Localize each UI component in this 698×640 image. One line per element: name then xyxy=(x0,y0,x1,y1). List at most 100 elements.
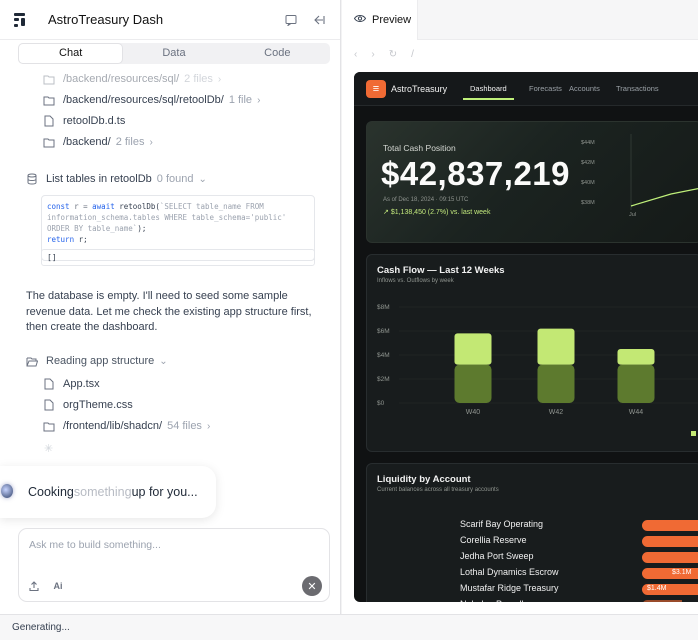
cooking-toast: Cooking something up for you... xyxy=(0,466,216,518)
dash-tab-forecasts[interactable]: Forecasts xyxy=(529,84,562,93)
outflow-bar[interactable] xyxy=(617,364,655,403)
dash-tab-dashboard[interactable]: Dashboard xyxy=(470,84,507,93)
status-bar: Generating... xyxy=(0,614,698,640)
query-result: [] xyxy=(41,249,315,266)
mini-axis-tick: $40M xyxy=(581,180,595,186)
tab-code[interactable]: Code xyxy=(264,47,291,59)
folder-icon xyxy=(43,420,55,432)
preview-panel: Preview ‹ › ↻ / ≡ AstroTreasury Dashboar… xyxy=(342,0,698,614)
tab-data[interactable]: Data xyxy=(162,47,186,59)
stop-button[interactable]: ✕ xyxy=(302,576,322,596)
account-name: Mustafar Ridge Treasury xyxy=(460,583,559,593)
cash-position-asof: As of Dec 18, 2024 · 09:15 UTC xyxy=(383,197,469,203)
outflow-bar[interactable] xyxy=(454,364,492,403)
chevron-right-icon: › xyxy=(257,94,261,106)
inflow-bar[interactable] xyxy=(454,333,492,365)
tab-preview[interactable]: Preview xyxy=(342,0,418,40)
chat-icon[interactable] xyxy=(284,13,298,27)
code-token: const xyxy=(47,202,70,211)
mini-axis-tick: $44M xyxy=(581,140,595,146)
account-balance-bar[interactable] xyxy=(642,552,698,563)
dashboard-preview: ≡ AstroTreasury Dashboard Forecasts Acco… xyxy=(354,72,698,602)
upload-icon[interactable] xyxy=(27,579,41,593)
y-tick-label: $0 xyxy=(377,400,385,407)
url-path[interactable]: / xyxy=(411,48,414,60)
file-count: 2 files xyxy=(184,73,213,85)
preview-label: Preview xyxy=(372,14,412,26)
folder-icon xyxy=(43,73,55,85)
x-tick-label: W40 xyxy=(466,409,481,416)
reading-row[interactable]: Reading app structure ⌄ xyxy=(26,355,168,367)
folder-icon xyxy=(43,136,55,148)
cash-position-change: ↗ $1,138,450 (2.7%) vs. last week xyxy=(383,208,490,216)
code-token: r; xyxy=(78,235,88,244)
y-tick-label: $6M xyxy=(377,328,390,335)
file-row[interactable]: /frontend/lib/shadcn/ 54 files › xyxy=(43,420,210,432)
file-row[interactable]: /backend/resources/sql/retoolDb/ 1 file … xyxy=(43,94,260,106)
code-token: ); xyxy=(137,224,147,233)
dashboard-brand: AstroTreasury xyxy=(391,84,448,94)
account-balance-bar[interactable]: $3.1M xyxy=(642,568,698,579)
forward-icon[interactable]: › xyxy=(371,48,375,60)
file-row[interactable]: retoolDb.d.ts xyxy=(43,115,125,127)
mini-trend-line xyxy=(630,134,698,210)
dash-tab-transactions[interactable]: Transactions xyxy=(616,84,659,93)
cash-trend-mini-chart: $44M $42M $40M $38M Jul xyxy=(581,134,698,224)
account-balance-bar[interactable] xyxy=(642,600,682,602)
chevron-down-icon: ⌄ xyxy=(159,355,168,367)
account-name: Nebulon Payroll xyxy=(460,599,524,602)
y-tick-label: $4M xyxy=(377,352,390,359)
menu-icon[interactable]: ≡ xyxy=(366,80,386,98)
account-name: Corellia Reserve xyxy=(460,535,527,545)
file-name: /frontend/lib/shadcn/ xyxy=(63,420,163,432)
tab-strip xyxy=(418,0,698,40)
prompt-placeholder: Ask me to build something... xyxy=(29,539,161,551)
cooking-highlight: something xyxy=(73,485,132,499)
app-title: AstroTreasury Dash xyxy=(48,12,164,27)
liquidity-card: Liquidity by Account Current balances ac… xyxy=(366,463,698,602)
preview-nav: ‹ › ↻ / xyxy=(354,44,698,64)
prompt-input[interactable]: Ask me to build something... Ai ✕ xyxy=(18,528,330,602)
assistant-message: The database is empty. I'll need to seed… xyxy=(26,290,312,333)
file-row[interactable]: /backend/resources/sql/ 2 files › xyxy=(43,73,221,85)
cash-position-label: Total Cash Position xyxy=(383,143,456,153)
tool-call-row[interactable]: List tables in retoolDb 0 found ⌄ xyxy=(26,173,207,185)
account-balance-bar[interactable]: $1.4M xyxy=(642,584,698,595)
file-icon xyxy=(43,115,55,127)
account-balance-bar[interactable] xyxy=(642,536,698,547)
active-tab-indicator xyxy=(463,98,514,100)
mini-axis-tick: $38M xyxy=(581,200,595,206)
collapse-panel-icon[interactable] xyxy=(312,13,326,27)
back-icon[interactable]: ‹ xyxy=(354,48,358,60)
eye-icon xyxy=(353,14,367,26)
account-balance: $1.4M xyxy=(647,585,667,592)
file-row[interactable]: orgTheme.css xyxy=(43,399,133,411)
folder-icon xyxy=(43,94,55,106)
outflow-bar[interactable] xyxy=(537,364,575,403)
account-balance: $3.1M xyxy=(672,569,692,576)
account-name: Scarif Bay Operating xyxy=(460,519,544,529)
file-name: orgTheme.css xyxy=(63,399,133,411)
legend-swatch xyxy=(691,431,696,436)
inflow-bar[interactable] xyxy=(537,328,575,365)
account-balance-bar[interactable] xyxy=(642,520,698,531)
chat-log: /backend/resources/sql/ 2 files › /backe… xyxy=(0,68,340,458)
model-icon[interactable]: Ai xyxy=(53,581,63,591)
tab-chat[interactable]: Chat xyxy=(19,44,123,63)
file-row[interactable]: /backend/ 2 files › xyxy=(43,136,153,148)
file-icon xyxy=(43,378,55,390)
inflow-bar[interactable] xyxy=(617,349,655,365)
code-block: const r = await retoolDb(`SELECT table_n… xyxy=(41,195,315,261)
dash-tab-accounts[interactable]: Accounts xyxy=(569,84,600,93)
file-row[interactable]: App.tsx xyxy=(43,378,100,390)
chevron-right-icon: › xyxy=(206,420,211,432)
account-name: Lothal Dynamics Escrow xyxy=(460,567,559,577)
chevron-right-icon: › xyxy=(149,136,153,148)
refresh-icon[interactable]: ↻ xyxy=(388,48,398,60)
reading-label: Reading app structure xyxy=(46,355,155,367)
dashboard-nav: ≡ AstroTreasury Dashboard Forecasts Acco… xyxy=(354,72,698,106)
thinking-orb-icon xyxy=(1,484,13,498)
cooking-tail: up for you... xyxy=(131,485,198,499)
file-count: 2 files xyxy=(115,136,145,148)
cash-flow-card: Cash Flow — Last 12 Weeks Inflows vs. Ou… xyxy=(366,254,698,452)
